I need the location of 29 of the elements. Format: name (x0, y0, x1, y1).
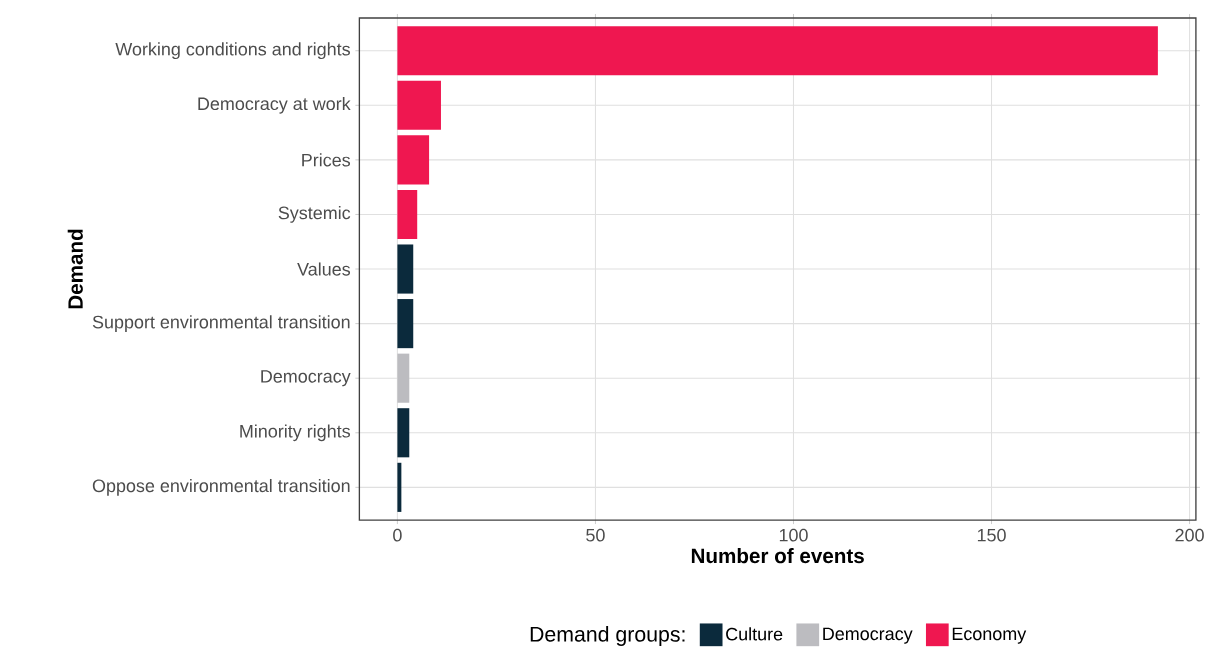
bar (397, 353, 410, 403)
bar (397, 462, 402, 512)
y-tick-label: Democracy at work (198, 97, 351, 114)
x-tick-label: 100 (779, 528, 808, 542)
bar (397, 135, 430, 185)
x-tick-label: 0 (393, 528, 402, 542)
bar (397, 189, 418, 240)
bar (397, 26, 1158, 76)
y-tick-label: Prices (302, 153, 351, 167)
legend-label: Economy (952, 627, 1027, 644)
bar (397, 80, 441, 130)
bar (397, 408, 410, 458)
legend-title: Demand groups: (530, 626, 685, 647)
bar (397, 299, 414, 349)
legend-label: Culture (726, 627, 783, 641)
y-tick-label: Systemic (278, 206, 351, 223)
y-tick-label: Support environmental transition (92, 315, 350, 333)
x-tick-label: 150 (977, 528, 1006, 542)
x-tick-label: 50 (586, 528, 605, 542)
legend-label: Democracy (823, 627, 913, 644)
y-tick-label: Oppose environmental transition (92, 479, 350, 496)
x-tick-label: 200 (1175, 528, 1204, 542)
y-tick-label: Values (297, 262, 351, 276)
y-tick-label: Minority rights (240, 424, 350, 442)
x-axis-title: Number of events (691, 548, 864, 564)
y-tick-label: Democracy (261, 370, 351, 387)
y-axis-title: Demand (67, 229, 83, 309)
y-tick-label: Working conditions and rights (115, 42, 350, 60)
bar (397, 244, 414, 294)
